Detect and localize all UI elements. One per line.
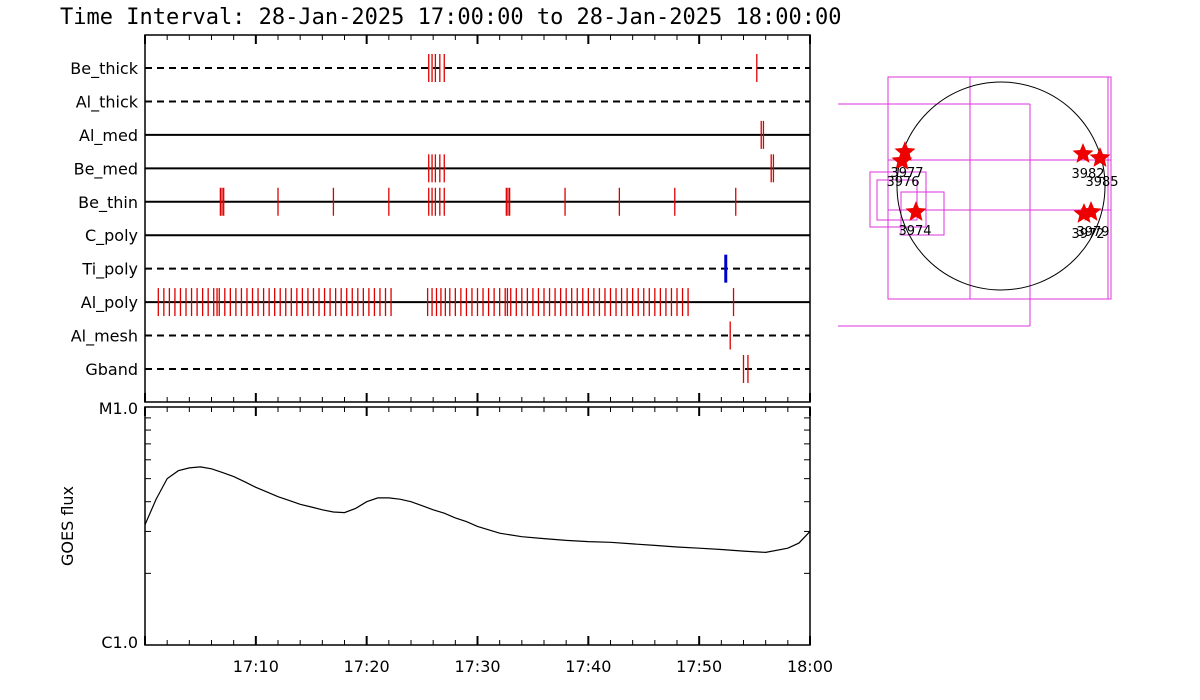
raster-panel-frame [144,34,811,403]
active-region-star-2 [905,201,927,221]
row-label-al-mesh: Al_mesh [71,327,138,347]
y-axis-label: GOES flux [58,486,77,566]
row-label-al-poly: Al_poly [81,293,138,313]
row-label-ti-poly: Ti_poly [81,260,138,280]
active-region-label-3977: 3977 [890,166,923,181]
row-label-be-thin: Be_thin [78,193,138,213]
row-label-be-thick: Be_thick [70,59,138,79]
active-region-label-3982: 3982 [1071,167,1104,182]
x-tick-label: 17:20 [344,657,390,676]
y-tick-label-top: M1.0 [99,399,138,418]
active-region-label-3979: 3979 [1076,225,1109,240]
event-raster-panel: Be_thick Al_thick Al_med Be_med Be_thin C_pol… [70,35,811,402]
active-region-label-3974: 3974 [898,224,931,239]
x-tick-label: 17:10 [233,657,279,676]
map-fov-box-inner [887,76,1109,300]
active-region-star-3 [1072,143,1094,163]
goes-lightcurve-panel: 17:10 17:20 17:30 17:40 17:50 18:00 M1.0 C1.0 GO… [58,399,833,676]
row-label-gband: Gband [85,360,138,379]
row-label-c-poly: C_poly [85,226,138,246]
map-fov-box-large [887,76,1112,300]
row-label-al-med: Al_med [79,126,138,146]
row-label-al-thick: Al_thick [76,92,139,112]
active-region-star-1 [891,150,913,170]
solar-disk-limb [896,81,1106,291]
row-label-be-med: Be_med [74,159,138,179]
x-tick-label: 17:30 [454,657,500,676]
page-title: Time Interval: 28-Jan-2025 17:00:00 to 2… [60,5,841,30]
goes-flux-line [144,466,811,554]
active-region-star-4 [1089,147,1111,167]
active-region-star-6 [1080,201,1102,221]
active-region-label-3972: 3972 [1071,227,1104,242]
active-region-label-3976: 3976 [886,175,919,190]
y-tick-label-bottom: C1.0 [101,633,138,652]
active-region-label-3985: 3985 [1085,175,1118,190]
x-tick-label: 17:50 [676,657,722,676]
map-fov-box-band [887,159,1112,211]
x-tick-label: 18:00 [787,657,833,676]
x-tick-label: 17:40 [565,657,611,676]
